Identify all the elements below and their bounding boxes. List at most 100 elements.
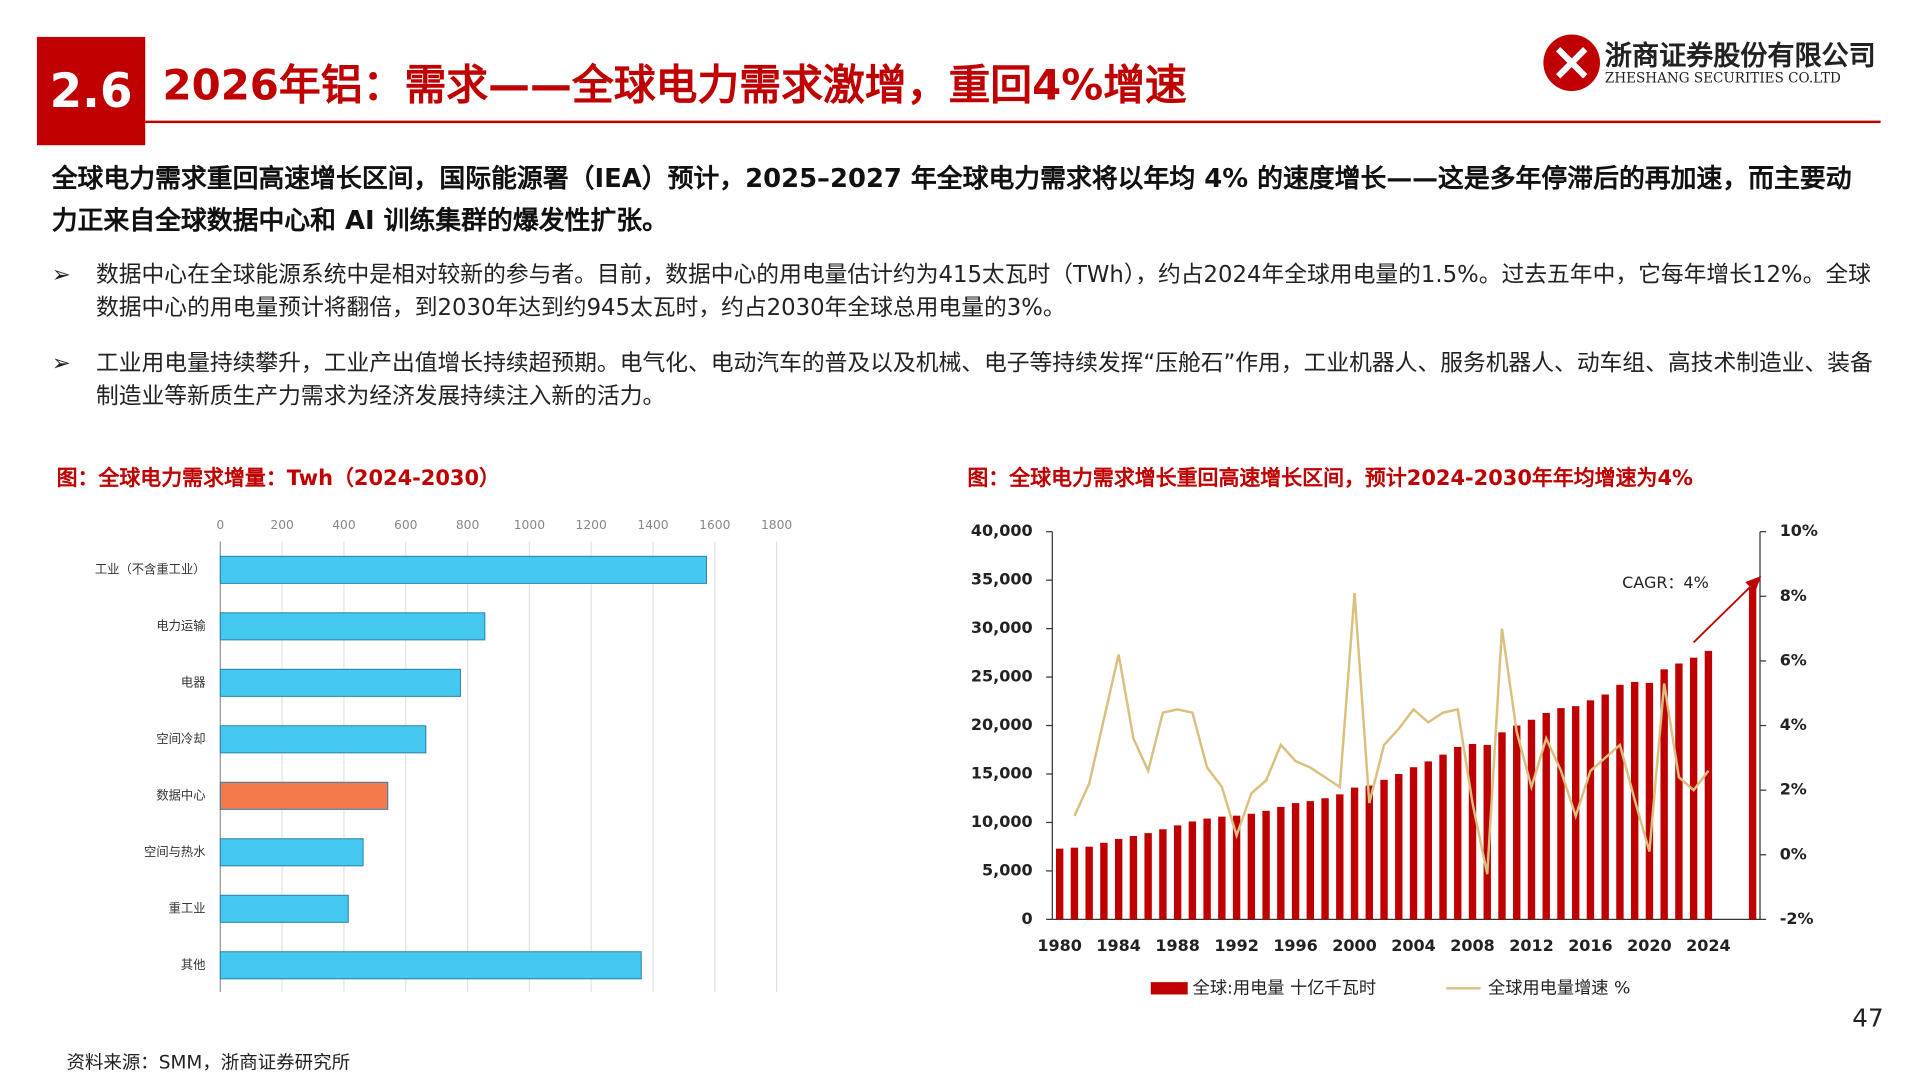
- x-tick-label: 1600: [699, 518, 730, 532]
- bar: [1129, 836, 1138, 920]
- y-tick-label: 电力运输: [156, 618, 205, 633]
- bar: [1454, 746, 1462, 920]
- y2-tick-label: 6%: [1780, 650, 1807, 669]
- company-name: 浙商证券股份有限公司: [1604, 41, 1876, 73]
- slide-title: 2026年铝：需求——全球电力需求激增，重回4%增速: [162, 61, 1187, 111]
- x-tick-label: 2012: [1509, 936, 1554, 955]
- x-tick-label: 200: [270, 518, 293, 532]
- bar: [1321, 798, 1329, 920]
- y2-tick-label: 0%: [1780, 844, 1807, 863]
- bar: [1306, 801, 1315, 920]
- y2-tick-label: 2%: [1780, 780, 1807, 799]
- bar: [1498, 732, 1506, 920]
- bar: [1513, 725, 1521, 920]
- bar: [219, 612, 486, 641]
- bar: [219, 555, 707, 584]
- x-tick-label: 600: [394, 518, 417, 532]
- bar: [1262, 810, 1270, 920]
- x-tick-label: 1000: [514, 518, 545, 532]
- bar: [1616, 684, 1624, 920]
- y-tick-label: 30,000: [971, 618, 1033, 637]
- bar: [1586, 700, 1595, 920]
- bar: [1483, 744, 1491, 920]
- x-tick-label: 1988: [1155, 936, 1200, 955]
- chart-title: 图：全球电力需求增长重回高速增长区间，预计2024-2030年年均增速为4%: [967, 466, 1693, 492]
- x-tick-label: 2020: [1627, 936, 1672, 955]
- logo-icon: [1543, 34, 1600, 92]
- x-tick-label: 1996: [1273, 936, 1318, 955]
- bar: [219, 838, 364, 867]
- bar: [1409, 767, 1418, 920]
- bar: [219, 951, 642, 980]
- y2-tick-label: 10%: [1780, 521, 1818, 540]
- x-tick-label: 800: [456, 518, 479, 532]
- annotation: CAGR：4%: [1622, 573, 1709, 592]
- y-tick-label: 数据中心: [156, 787, 205, 802]
- bar: [1645, 682, 1654, 920]
- x-tick-label: 2000: [1332, 936, 1377, 955]
- bar: [1439, 754, 1447, 920]
- bar: [1188, 821, 1197, 920]
- bar: [1336, 794, 1344, 920]
- x-tick-label: 400: [332, 518, 355, 532]
- bar: [1100, 842, 1108, 920]
- bar: [1380, 779, 1388, 920]
- bar: [1232, 815, 1241, 920]
- bar: [1144, 833, 1152, 920]
- bar: [1159, 829, 1167, 920]
- bar: [1070, 847, 1079, 920]
- lead-text: 全球电力需求重回高速增长区间，国际能源署（IEA）预计，2025–2027 年全…: [51, 163, 1852, 236]
- bar: [1277, 806, 1285, 920]
- x-tick-label: 1800: [761, 518, 792, 532]
- y2-tick-label: 8%: [1780, 586, 1807, 605]
- bar: [1601, 694, 1609, 920]
- chart-title: 图：全球电力需求增量：Twh（2024-2030）: [56, 466, 500, 492]
- y2-tick-label: 4%: [1780, 715, 1807, 734]
- bar: [219, 668, 461, 697]
- bar: [1365, 785, 1373, 920]
- y-tick-label: 工业（不含重工业）: [95, 561, 206, 576]
- legend-label: 全球:用电量 十亿千瓦时: [1193, 978, 1376, 998]
- bar: [1114, 838, 1123, 920]
- bullet: 工业用电量持续攀升，工业产出值增长持续超预期。电气化、电动汽车的普及以及机械、电…: [52, 347, 1874, 413]
- x-tick-label: 2016: [1568, 936, 1613, 955]
- bar: [1173, 825, 1182, 920]
- x-tick-label: 1992: [1214, 936, 1259, 955]
- section-number: 2.6: [36, 36, 146, 146]
- bar: [1291, 803, 1300, 920]
- bar: [1660, 669, 1668, 920]
- x-tick-label: 1400: [637, 518, 668, 532]
- bar: [1055, 848, 1064, 920]
- bar: [1395, 773, 1403, 920]
- line: [1073, 592, 1710, 875]
- y-tick-label: 5,000: [982, 860, 1033, 879]
- x-tick-label: 0: [216, 518, 224, 532]
- y-tick-label: 15,000: [971, 763, 1033, 782]
- arrow-head: [1745, 575, 1762, 592]
- y-tick-label: 40,000: [971, 521, 1033, 540]
- y-tick-label: 空间与热水: [144, 845, 206, 859]
- y-tick-label: 其他: [181, 958, 206, 972]
- x-tick-label: 1980: [1037, 936, 1082, 955]
- bar: [1527, 719, 1536, 920]
- y-tick-label: 空间冷却: [156, 732, 205, 746]
- bar: [1748, 587, 1757, 920]
- y-tick-label: 10,000: [971, 812, 1033, 831]
- x-tick-label: 1200: [576, 518, 607, 532]
- bar: [1247, 813, 1256, 920]
- bar: [1468, 743, 1477, 920]
- bar: [1675, 663, 1683, 920]
- bar: [1218, 816, 1226, 920]
- bar: [219, 781, 389, 810]
- y-tick-label: 25,000: [971, 667, 1033, 686]
- page-number: 47: [1852, 1003, 1884, 1033]
- x-tick-label: 2024: [1686, 936, 1731, 955]
- bar: [1557, 708, 1565, 920]
- y-tick-label: 35,000: [971, 570, 1033, 589]
- bullet: 数据中心在全球能源系统中是相对较新的参与者。目前，数据中心的用电量估计约为415…: [52, 258, 1874, 324]
- y-tick-label: 0: [1021, 909, 1032, 928]
- legend-label: 全球用电量增速 %: [1488, 978, 1630, 998]
